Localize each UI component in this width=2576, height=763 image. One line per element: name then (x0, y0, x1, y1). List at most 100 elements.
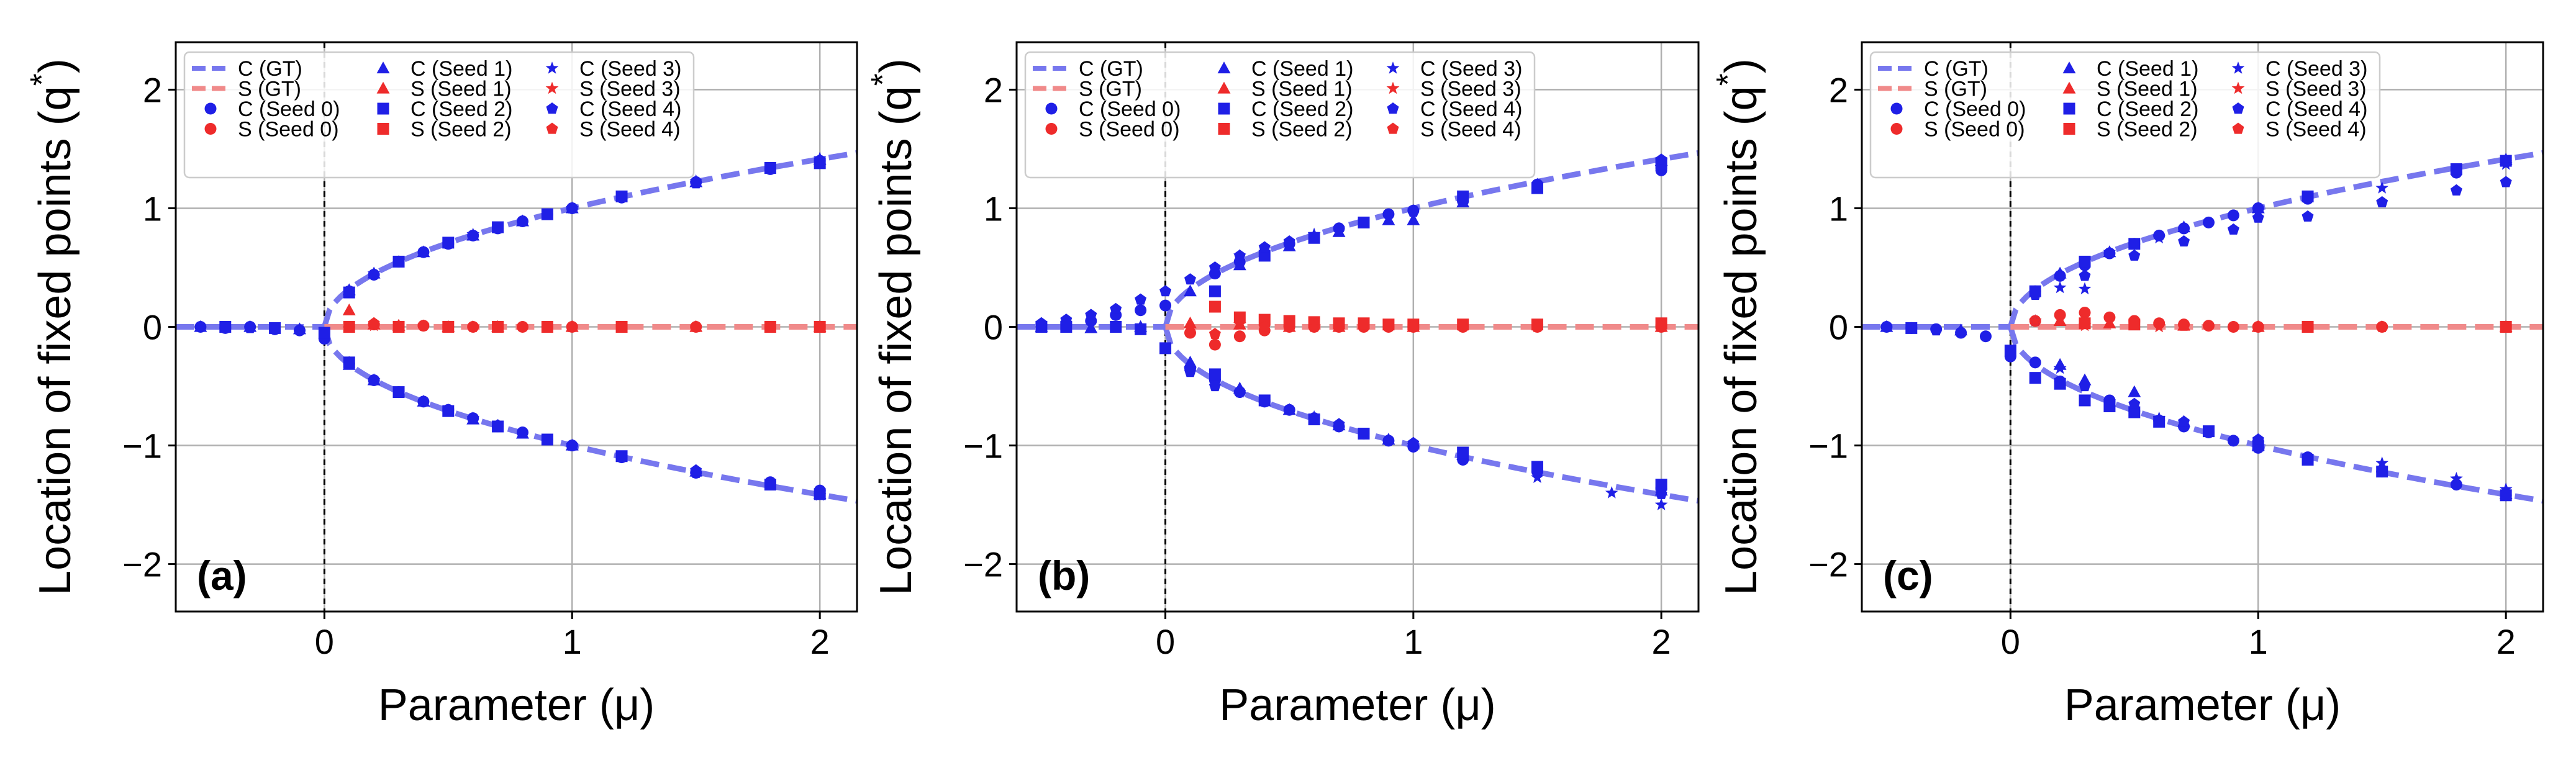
panel-label: (b) (1038, 553, 1090, 598)
legend-label: S (Seed 1) (2097, 78, 2198, 101)
center-gt-line (321, 326, 858, 504)
data-point (1233, 311, 1246, 323)
data-point (1382, 433, 1395, 445)
legend-label: S (Seed 4) (1420, 118, 1522, 142)
data-point (1358, 427, 1370, 440)
x-tick-label: 2 (810, 622, 830, 661)
data-point (1035, 317, 1048, 328)
y-tick-label: −2 (963, 545, 1003, 584)
y-tick-label: 0 (1829, 308, 1848, 347)
data-point (1060, 314, 1073, 325)
data-point (1407, 205, 1420, 217)
y-axis-label: Location of fixed points (q*) (865, 58, 921, 595)
data-point (2128, 318, 2141, 330)
legend-label: C (Seed 4) (579, 97, 681, 121)
legend-label: S (Seed 3) (1420, 78, 1522, 101)
data-point (2079, 380, 2091, 392)
x-tick-label: 1 (1404, 622, 1423, 661)
data-point (2152, 411, 2166, 424)
legend-label: S (GT) (1079, 78, 1142, 101)
legend-label: C (Seed 3) (1420, 57, 1522, 81)
y-tick-label: 2 (984, 70, 1003, 109)
data-point (566, 320, 578, 332)
legend-label: C (Seed 1) (410, 57, 512, 81)
panel-3: −2 −1 0 1 2 0 1 2 (c) Parameter (μ) Location of fi… (1710, 41, 2544, 730)
x-axis-label: Parameter (μ) (378, 680, 655, 730)
data-point (2079, 315, 2091, 326)
legend-marker (546, 122, 558, 134)
legend-label: C (Seed 1) (1251, 57, 1353, 81)
data-point (2251, 204, 2265, 217)
legend-item: S (Seed 4) (546, 118, 681, 142)
data-point (1333, 320, 1345, 332)
legend-label: S (Seed 1) (410, 78, 512, 101)
legend-box (1024, 51, 1536, 179)
data-point (417, 319, 430, 331)
legend-marker (1386, 61, 1400, 74)
data-point (1382, 213, 1395, 225)
legend-item: S (Seed 3) (545, 78, 681, 101)
data-point (2227, 435, 2239, 447)
data-point (2500, 487, 2512, 498)
data-point (1184, 366, 1196, 377)
data-point (318, 327, 330, 339)
x-axis-label: Parameter (μ) (2064, 680, 2341, 730)
data-point (2079, 307, 2091, 319)
legend-marker (2062, 81, 2076, 94)
legend-marker (1890, 123, 1903, 135)
data-point (1333, 418, 1345, 430)
legend-label: S (Seed 3) (2265, 78, 2367, 101)
y-tick-label: 1 (984, 189, 1003, 228)
legend-marker (204, 123, 217, 135)
legend-marker (545, 81, 559, 94)
data-point (2152, 231, 2166, 244)
data-point (1358, 317, 1370, 330)
data-point (1407, 436, 1420, 448)
x-axis-label: Parameter (μ) (1219, 680, 1496, 730)
legend-item: S (Seed 0) (204, 118, 339, 142)
legend-item: S (GT) (192, 78, 301, 101)
data-point (1159, 342, 1172, 354)
data-point (2054, 377, 2066, 390)
legend-item: S (GT) (1033, 78, 1142, 101)
data-point (2376, 196, 2388, 207)
legend-marker (1387, 122, 1399, 134)
data-point (2103, 394, 2116, 407)
legend-label: C (Seed 4) (2265, 97, 2367, 121)
data-point (2103, 316, 2116, 328)
legend-label: S (Seed 4) (2265, 118, 2367, 142)
legend-label: C (Seed 1) (2097, 57, 2198, 81)
legend-label: S (Seed 3) (579, 78, 681, 101)
data-point (1184, 327, 1196, 339)
legend-marker (546, 102, 558, 114)
data-point (1159, 299, 1172, 312)
data-point (2500, 320, 2512, 332)
data-point (1930, 324, 1943, 336)
y-tick-label: 0 (143, 308, 162, 347)
data-point (1307, 320, 1321, 333)
legend-label: C (Seed 0) (1079, 97, 1181, 121)
data-point (2499, 157, 2513, 170)
legend-item: S (Seed 0) (1045, 118, 1180, 142)
data-point (343, 321, 355, 333)
legend-item: C (Seed 2) (377, 97, 512, 121)
legend-item: C (GT) (1033, 57, 1143, 81)
data-point (1258, 314, 1271, 326)
x-tick-label: 2 (2497, 622, 2516, 661)
y-axis-label-close: ) (30, 58, 80, 73)
legend-marker (1218, 123, 1230, 135)
data-point (516, 214, 529, 227)
data-point (1209, 285, 1221, 297)
series-s-seed-4 (1209, 320, 1667, 339)
data-point (367, 373, 381, 386)
data-point (2029, 288, 2041, 300)
data-point (1407, 213, 1420, 225)
data-point (1333, 222, 1345, 233)
data-point (1233, 330, 1246, 343)
legend-marker (376, 81, 390, 94)
y-axis-label: Location of fixed points (q*) (24, 58, 80, 595)
data-point (1184, 316, 1197, 328)
legend-marker (377, 123, 389, 135)
y-tick-label: −1 (122, 427, 162, 466)
data-point (2029, 356, 2041, 369)
